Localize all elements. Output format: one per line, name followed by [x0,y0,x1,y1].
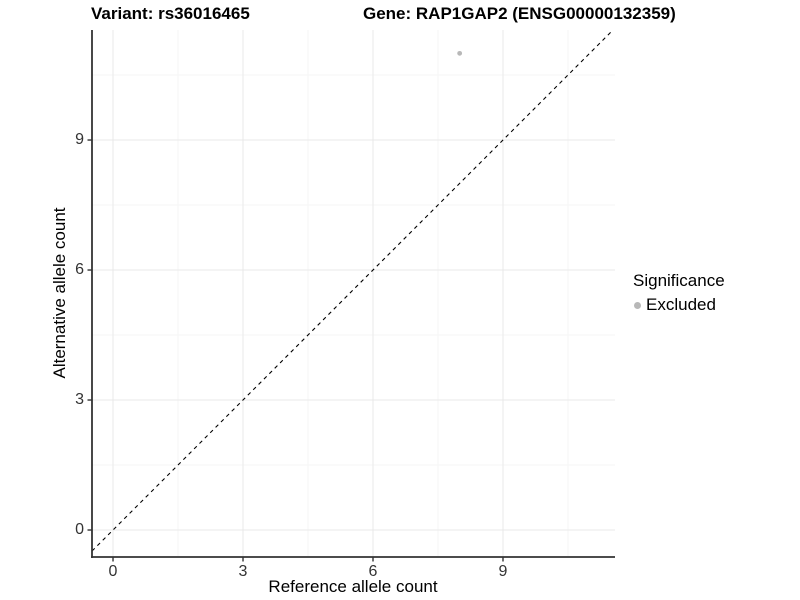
legend-item-label: Excluded [646,295,716,314]
x-tick-label: 0 [108,563,118,580]
x-axis-title: Reference allele count [268,577,438,596]
legend-key-dot [634,301,641,309]
y-tick-label: 0 [75,521,84,538]
legend-title: Significance [633,271,725,290]
y-tick-label: 6 [75,261,84,278]
x-tick-label: 9 [498,563,508,580]
data-point [457,50,463,56]
legend-item-excluded: Excluded [634,295,725,315]
legend: Significance Excluded [633,271,725,315]
plot-title-gene: Gene: RAP1GAP2 (ENSG00000132359) [363,4,676,23]
x-tick-label: 3 [238,563,248,580]
y-tick-label: 9 [75,131,84,149]
plot-title-variant: Variant: rs36016465 [91,4,250,23]
x-tick-label: 6 [368,563,378,580]
y-tick-label: 3 [75,391,84,408]
identity-dashed-line [91,29,614,552]
